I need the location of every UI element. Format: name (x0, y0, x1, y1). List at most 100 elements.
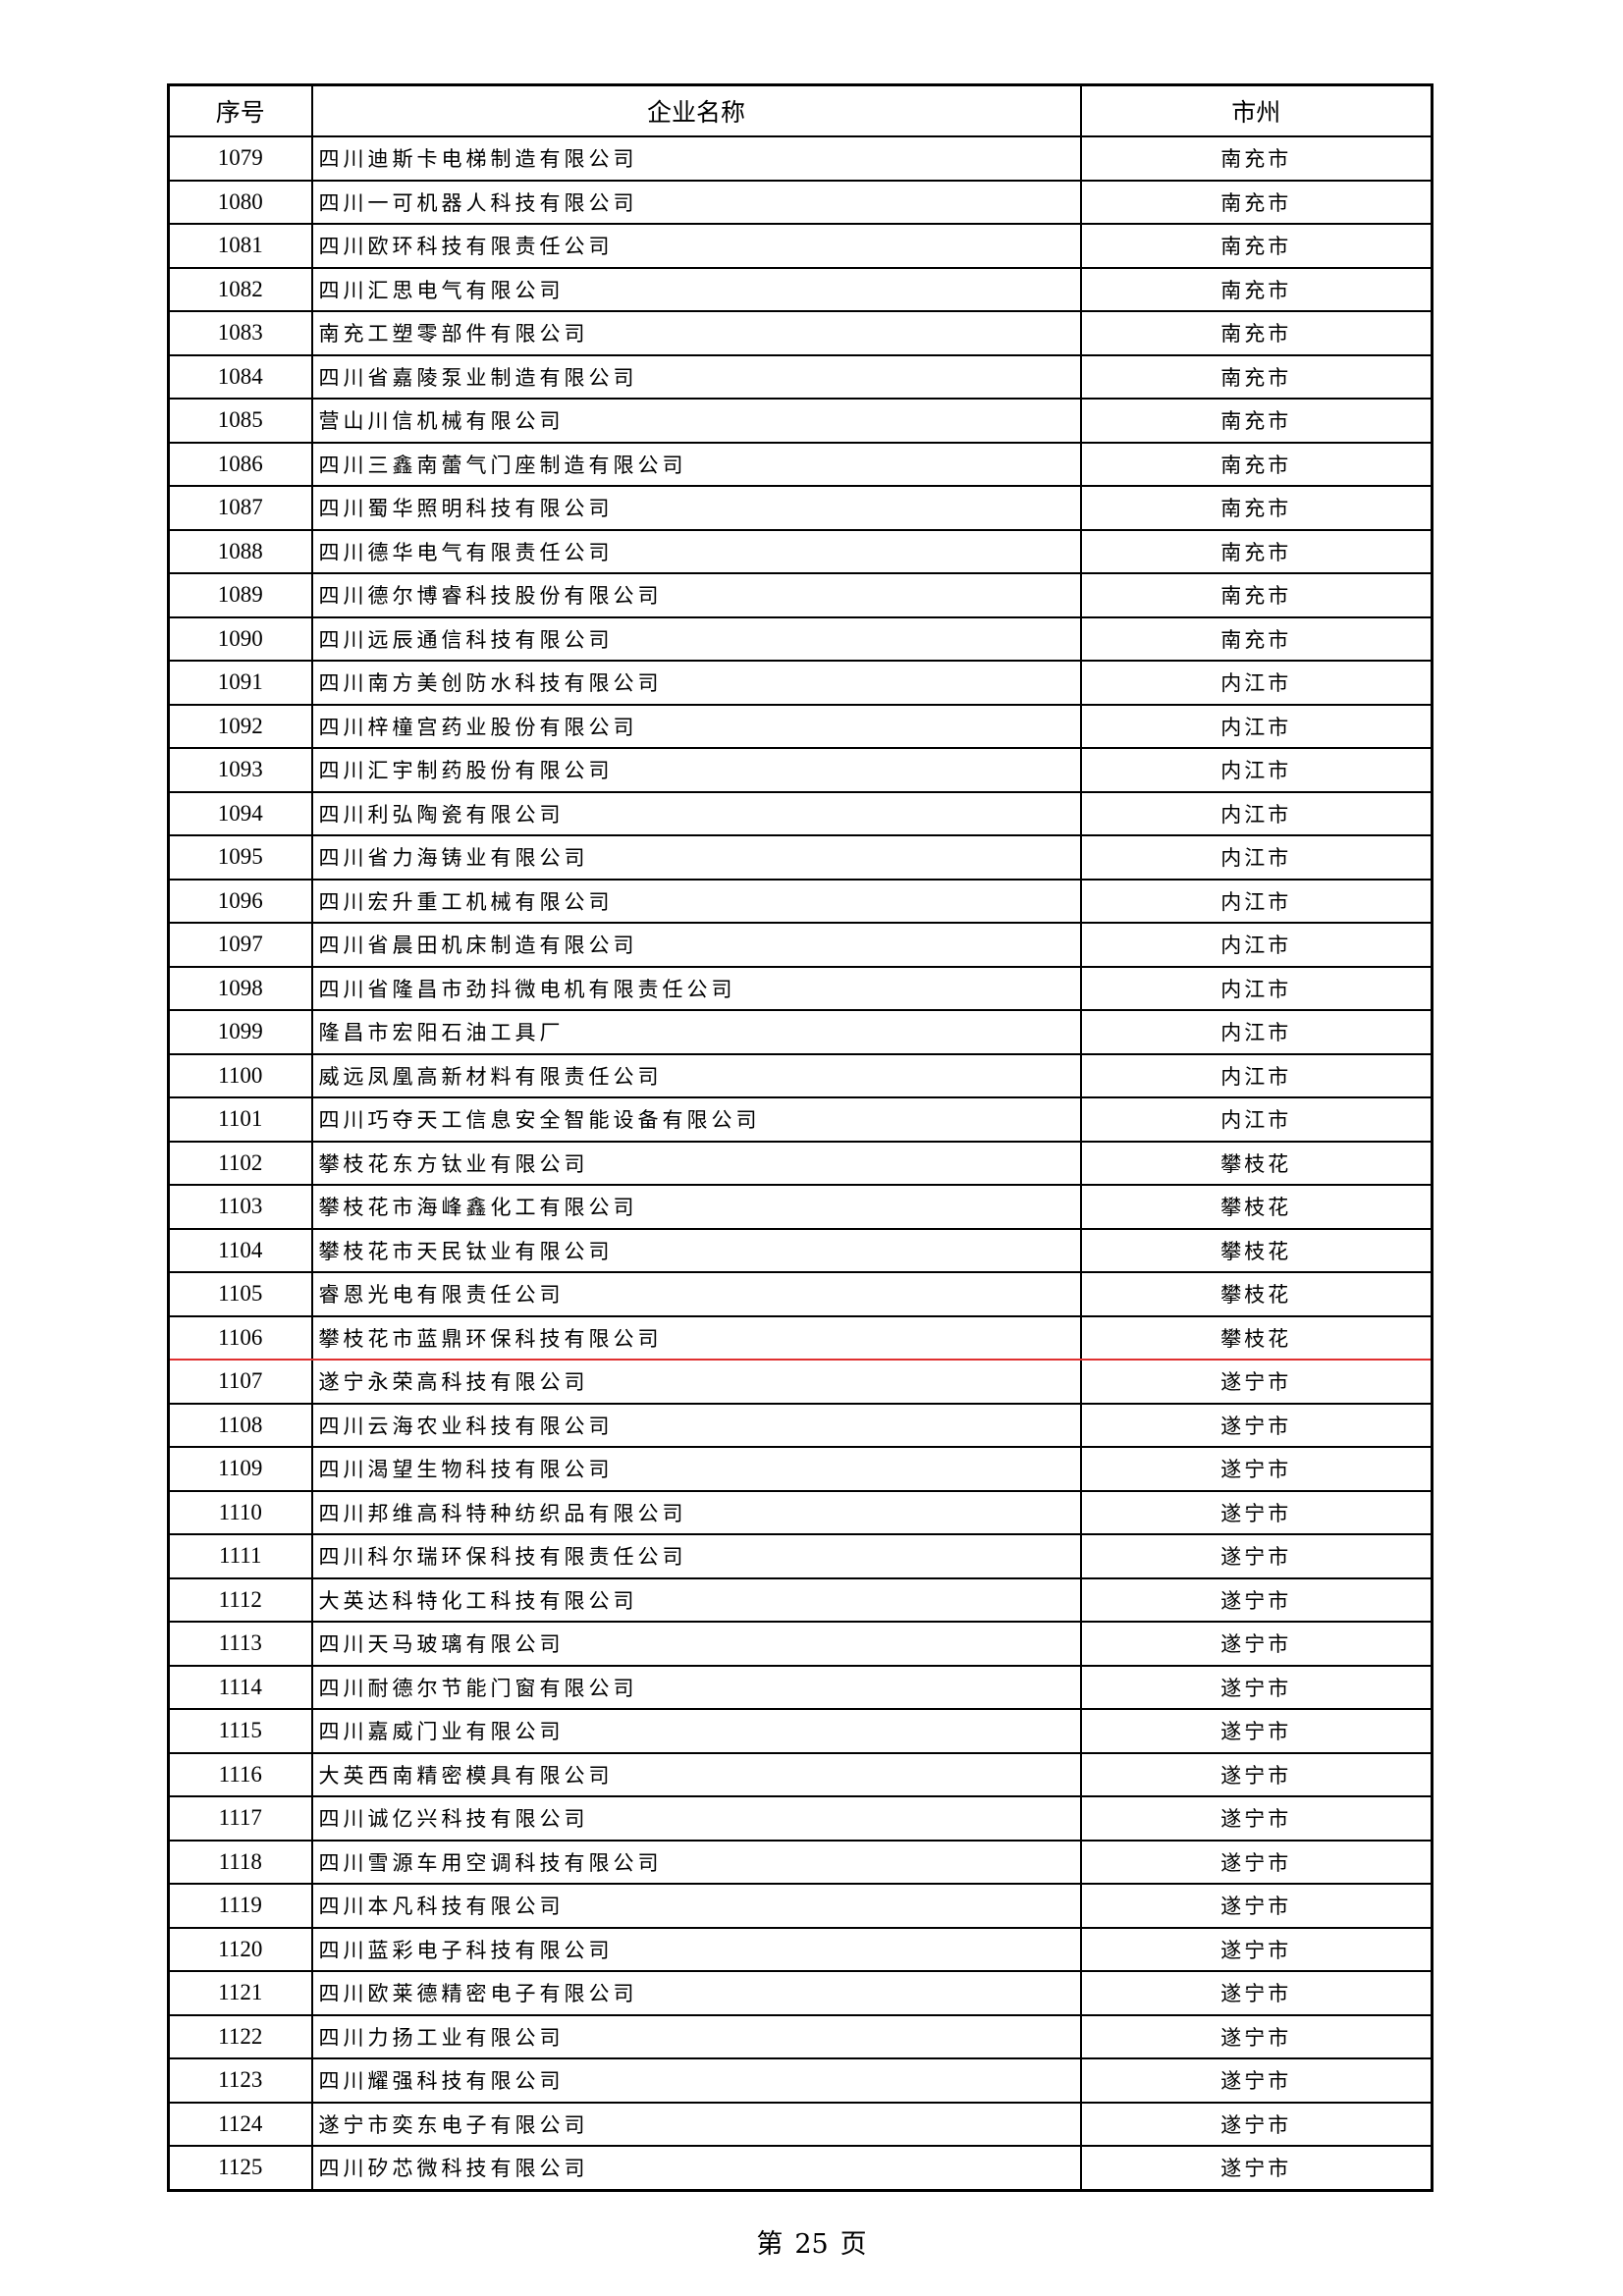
enterprise-name-cell: 攀枝花市海峰鑫化工有限公司 (310, 1184, 1082, 1230)
enterprise-name-cell: 四川云海农业科技有限公司 (310, 1402, 1082, 1448)
enterprise-name-cell: 四川本凡科技有限公司 (310, 1883, 1082, 1929)
city-cell: 遂宁市 (1079, 1664, 1434, 1710)
enterprise-name-cell: 四川省隆昌市劲抖微电机有限责任公司 (310, 965, 1082, 1011)
serial-number-cell: 1103 (167, 1184, 313, 1230)
serial-number-cell: 1124 (167, 2101, 313, 2147)
serial-number-cell: 1081 (167, 223, 313, 269)
city-cell: 南充市 (1079, 179, 1434, 225)
enterprise-name-cell: 四川南方美创防水科技有限公司 (310, 660, 1082, 706)
table-row: 1081 四川欧环科技有限责任公司 南充市 (167, 223, 1434, 269)
table-row: 1111 四川科尔瑞环保科技有限责任公司 遂宁市 (167, 1533, 1434, 1579)
serial-number-cell: 1095 (167, 834, 313, 881)
enterprise-name-cell: 四川邦维高科特种纺织品有限公司 (310, 1489, 1082, 1535)
city-cell: 内江市 (1079, 1096, 1434, 1143)
table-row: 1097 四川省晨田机床制造有限公司 内江市 (167, 922, 1434, 968)
serial-number-cell: 1084 (167, 353, 313, 400)
enterprise-name-cell: 大英达科特化工科技有限公司 (310, 1576, 1082, 1623)
enterprise-name-cell: 攀枝花东方钛业有限公司 (310, 1140, 1082, 1186)
city-cell: 南充市 (1079, 223, 1434, 269)
table-row: 1114 四川耐德尔节能门窗有限公司 遂宁市 (167, 1664, 1434, 1710)
table-row: 1098 四川省隆昌市劲抖微电机有限责任公司 内江市 (167, 965, 1434, 1011)
serial-number-cell: 1101 (167, 1096, 313, 1143)
table-row: 1117 四川诚亿兴科技有限公司 遂宁市 (167, 1795, 1434, 1842)
table-row: 1115 四川嘉威门业有限公司 遂宁市 (167, 1708, 1434, 1754)
page-number: 25 (794, 2229, 829, 2260)
serial-number-cell: 1112 (167, 1576, 313, 1623)
serial-number-cell: 1123 (167, 2057, 313, 2104)
city-cell: 攀枝花 (1079, 1314, 1434, 1361)
enterprise-name-cell: 四川省力海铸业有限公司 (310, 834, 1082, 881)
table-row: 1122 四川力扬工业有限公司 遂宁市 (167, 2013, 1434, 2059)
serial-number-cell: 1122 (167, 2013, 313, 2059)
serial-number-cell: 1083 (167, 310, 313, 356)
header-serial-number: 序号 (167, 83, 313, 137)
city-cell: 遂宁市 (1079, 1795, 1434, 1842)
enterprise-name-cell: 四川德尔博睿科技股份有限公司 (310, 572, 1082, 618)
table-row: 1113 四川天马玻璃有限公司 遂宁市 (167, 1621, 1434, 1667)
enterprise-name-cell: 四川宏升重工机械有限公司 (310, 878, 1082, 924)
serial-number-cell: 1088 (167, 528, 313, 574)
serial-number-cell: 1100 (167, 1052, 313, 1098)
enterprise-name-cell: 四川一可机器人科技有限公司 (310, 179, 1082, 225)
enterprise-name-cell: 遂宁市奕东电子有限公司 (310, 2101, 1082, 2147)
table-row: 1093 四川汇宇制药股份有限公司 内江市 (167, 747, 1434, 793)
table-row: 1100 威远凤凰高新材料有限责任公司 内江市 (167, 1052, 1434, 1098)
enterprise-name-cell: 四川矽芯微科技有限公司 (310, 2145, 1082, 2191)
enterprise-name-cell: 四川蜀华照明科技有限公司 (310, 485, 1082, 531)
serial-number-cell: 1097 (167, 922, 313, 968)
table-row: 1119 四川本凡科技有限公司 遂宁市 (167, 1883, 1434, 1929)
table-body: 1079 四川迪斯卡电梯制造有限公司 南充市 1080 四川一可机器人科技有限公司 南充市… (167, 135, 1434, 2191)
city-cell: 南充市 (1079, 353, 1434, 400)
serial-number-cell: 1085 (167, 398, 313, 444)
table-row: 1094 四川利弘陶瓷有限公司 内江市 (167, 790, 1434, 836)
enterprise-name-cell: 四川汇思电气有限公司 (310, 266, 1082, 312)
serial-number-cell: 1107 (167, 1359, 313, 1405)
city-cell: 遂宁市 (1079, 2145, 1434, 2191)
table-row: 1107 遂宁永荣高科技有限公司 遂宁市 (167, 1359, 1434, 1405)
city-cell: 南充市 (1079, 135, 1434, 182)
city-cell: 遂宁市 (1079, 1839, 1434, 1885)
serial-number-cell: 1120 (167, 1926, 313, 1972)
table-row: 1084 四川省嘉陵泵业制造有限公司 南充市 (167, 353, 1434, 400)
enterprise-name-cell: 四川诚亿兴科技有限公司 (310, 1795, 1082, 1842)
table-row: 1079 四川迪斯卡电梯制造有限公司 南充市 (167, 135, 1434, 182)
enterprise-name-cell: 四川渴望生物科技有限公司 (310, 1446, 1082, 1492)
footer-prefix: 第 (756, 2229, 784, 2260)
city-cell: 南充市 (1079, 266, 1434, 312)
serial-number-cell: 1119 (167, 1883, 313, 1929)
city-cell: 遂宁市 (1079, 1926, 1434, 1972)
table-row: 1085 营山川信机械有限公司 南充市 (167, 398, 1434, 444)
enterprise-name-cell: 四川欧环科技有限责任公司 (310, 223, 1082, 269)
enterprise-name-cell: 四川远辰通信科技有限公司 (310, 615, 1082, 662)
city-cell: 内江市 (1079, 878, 1434, 924)
enterprise-table: 序号 企业名称 市州 1079 四川迪斯卡电梯制造有限公司 南充市 1080 四川一可机… (167, 83, 1434, 2192)
city-cell: 内江市 (1079, 922, 1434, 968)
serial-number-cell: 1114 (167, 1664, 313, 1710)
city-cell: 内江市 (1079, 747, 1434, 793)
serial-number-cell: 1106 (167, 1314, 313, 1361)
table-row: 1125 四川矽芯微科技有限公司 遂宁市 (167, 2145, 1434, 2191)
city-cell: 内江市 (1079, 1009, 1434, 1055)
serial-number-cell: 1080 (167, 179, 313, 225)
table-row: 1106 攀枝花市蓝鼎环保科技有限公司 攀枝花 (167, 1314, 1434, 1361)
serial-number-cell: 1093 (167, 747, 313, 793)
serial-number-cell: 1102 (167, 1140, 313, 1186)
serial-number-cell: 1091 (167, 660, 313, 706)
enterprise-name-cell: 四川省晨田机床制造有限公司 (310, 922, 1082, 968)
enterprise-name-cell: 四川德华电气有限责任公司 (310, 528, 1082, 574)
serial-number-cell: 1098 (167, 965, 313, 1011)
table-row: 1092 四川梓橦宫药业股份有限公司 内江市 (167, 703, 1434, 749)
table-header-row: 序号 企业名称 市州 (167, 83, 1434, 137)
enterprise-name-cell: 四川雪源车用空调科技有限公司 (310, 1839, 1082, 1885)
enterprise-name-cell: 南充工塑零部件有限公司 (310, 310, 1082, 356)
serial-number-cell: 1111 (167, 1533, 313, 1579)
city-cell: 内江市 (1079, 1052, 1434, 1098)
serial-number-cell: 1121 (167, 1970, 313, 2016)
city-cell: 遂宁市 (1079, 1359, 1434, 1405)
enterprise-name-cell: 四川耀强科技有限公司 (310, 2057, 1082, 2104)
city-cell: 南充市 (1079, 441, 1434, 487)
enterprise-name-cell: 四川蓝彩电子科技有限公司 (310, 1926, 1082, 1972)
enterprise-name-cell: 四川省嘉陵泵业制造有限公司 (310, 353, 1082, 400)
serial-number-cell: 1096 (167, 878, 313, 924)
city-cell: 南充市 (1079, 572, 1434, 618)
